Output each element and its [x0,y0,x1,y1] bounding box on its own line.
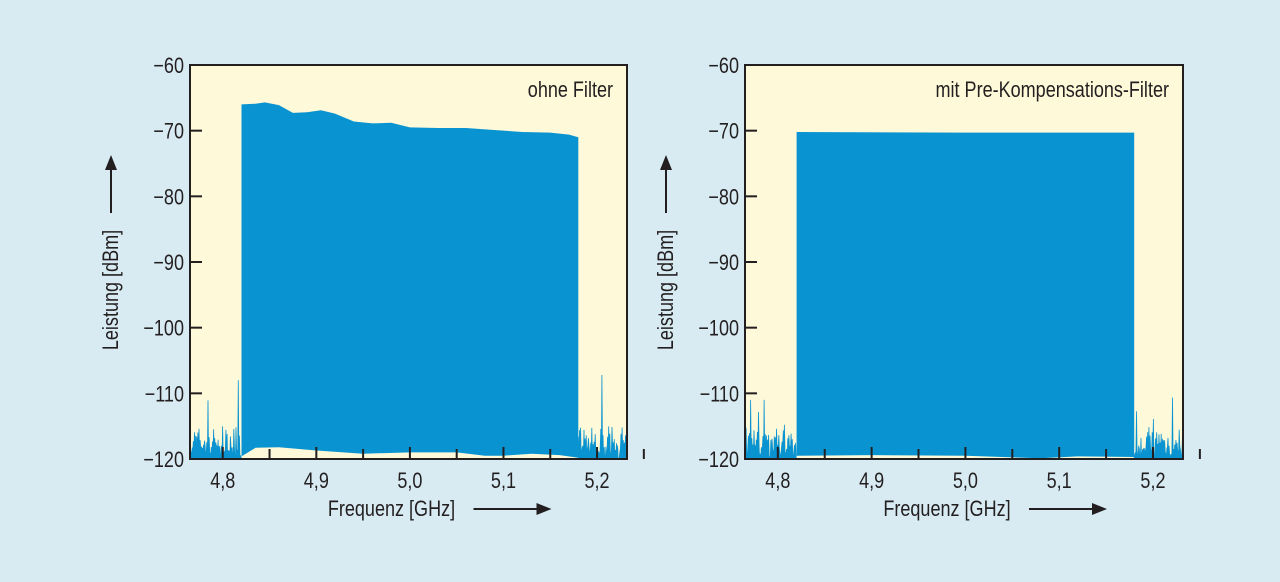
chart-panel-1: −60 −70 −80 −90 −100 −110 −120 4,8 4,9 5,0 5,1 5,2 o… [99,54,645,521]
noise-left [189,380,243,460]
x-tick-label: 5,2 [585,469,610,493]
x-arrow-icon [1092,503,1107,515]
signal-band [241,102,579,458]
noise-right [1133,397,1184,460]
x-tick-label: 4,8 [210,469,235,493]
y-tick-label: −70 [153,120,184,144]
y-arrow-icon [660,155,672,170]
x-tick-label: 5,0 [397,469,422,493]
y-tick-label: −120 [143,448,184,472]
y-axis-label: Leistung [dBm] [654,230,678,350]
panel-title: mit Pre-Kompensations-Filter [936,78,1170,102]
x-tick-label: 5,1 [491,469,516,493]
x-tick-label: 5,2 [1140,469,1165,493]
y-tick-label: −110 [145,383,184,407]
y-tick-label: −90 [708,251,739,275]
x-axis-label: Frequenz [GHz] [328,497,455,521]
x-tick-label: 4,9 [304,469,329,493]
y-tick-label: −110 [700,383,739,407]
y-tick-label: −70 [708,120,739,144]
panel-title: ohne Filter [528,78,613,102]
y-tick-label: −90 [153,251,184,275]
y-axis-label: Leistung [dBm] [99,230,123,350]
x-tick-label: 5,0 [953,469,978,493]
y-tick-label: −60 [153,54,184,78]
signal-band [796,132,1135,459]
y-tick-label: −80 [708,186,739,210]
x-tick-label: 4,9 [859,469,884,493]
noise-right [577,374,628,460]
y-tick-label: −100 [698,317,739,341]
x-tick-label: 5,1 [1047,469,1072,493]
noise-left [744,399,798,460]
y-tick-label: −80 [153,186,184,210]
y-tick-label: −120 [698,448,739,472]
y-tick-label: −60 [708,54,739,78]
x-axis-label: Frequenz [GHz] [883,497,1010,521]
chart-panel-2: −60 −70 −80 −90 −100 −110 −120 4,8 4,9 5,0 5,1 5,2 m… [654,54,1201,521]
y-arrow-icon [105,155,117,170]
x-tick-label: 4,8 [765,469,790,493]
y-tick-label: −100 [143,317,184,341]
x-arrow-icon [536,503,552,515]
